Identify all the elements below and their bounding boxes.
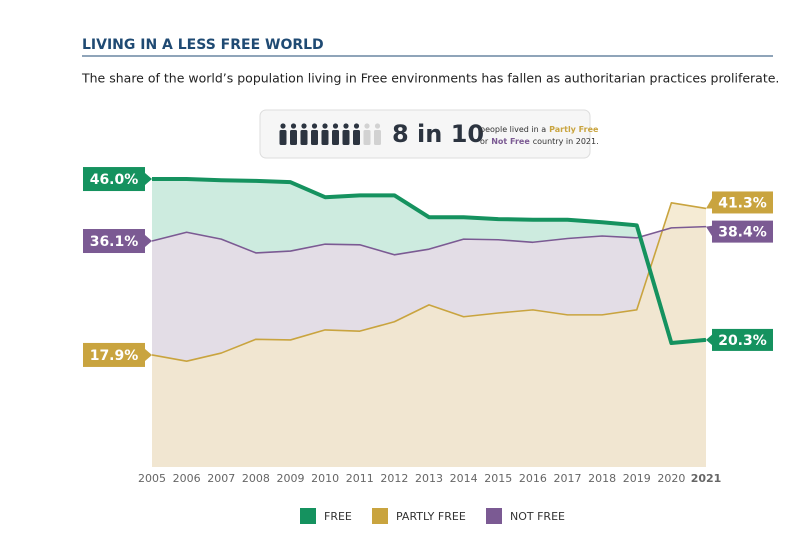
person-body [363,130,371,145]
data-label: 41.3% [718,195,767,211]
person-body [342,130,350,145]
callout-text: country in 2021. [533,137,599,146]
person-body [321,130,329,145]
person-body [300,130,308,145]
x-tick-label: 2018 [588,472,616,485]
person-body [279,130,287,145]
series-line [151,225,707,256]
person-head [343,123,349,129]
callout-headline: 8 in 10 [392,120,484,148]
badge [712,328,773,351]
callout-highlight: Not Free [491,137,530,146]
person-body [374,130,381,145]
person-head [353,123,360,129]
x-tick-label: 2011 [346,472,374,485]
person-head [311,123,318,129]
legend-swatch [372,508,388,524]
callout-text: or [480,137,489,146]
badge [83,167,145,192]
badge-pointer [706,333,713,346]
person-body [332,130,339,145]
subtitle: The share of the world’s population livi… [81,71,779,86]
badge-pointer [145,235,152,248]
x-tick-label: 2014 [450,472,478,485]
x-tick-label: 2010 [311,472,339,485]
legend-label: PARTLY FREE [396,510,466,523]
series-line [152,177,707,346]
badge-pointer [706,196,713,209]
area-fill [152,202,706,467]
callout-text: people lived in a [480,125,546,134]
x-tick-label: 2019 [623,472,651,485]
callout-line1: people lived in a Partly Free [480,125,599,134]
x-tick-label: 2015 [484,472,512,485]
person-head [374,123,381,129]
series-line [151,202,707,363]
person-head [322,123,328,129]
person-head [301,123,307,129]
callout-line2: or Not Free country in 2021. [480,137,599,146]
person-body [290,130,297,145]
callout-box [259,109,591,159]
x-tick-label: 2020 [657,472,685,485]
badge-pointer [706,225,713,238]
data-label: 20.3% [718,333,767,349]
person-body [353,130,360,145]
person-head [290,123,297,129]
x-tick-label: 2006 [173,472,201,485]
data-label: 17.9% [90,348,139,364]
x-tick-label: 2021 [691,472,722,485]
person-head [332,123,339,129]
x-tick-label: 2007 [207,472,235,485]
person-head [364,123,370,129]
x-tick-label: 2005 [138,472,166,485]
x-tick-label: 2008 [242,472,270,485]
title: LIVING IN A LESS FREE WORLD [82,37,324,53]
badge [83,229,145,254]
badge-pointer [145,348,152,361]
person-body [311,130,318,145]
people-icons [279,123,381,145]
x-tick-label: 2009 [277,472,305,485]
legend-swatch [486,508,502,524]
callout-highlight: Partly Free [549,125,599,134]
badge [712,220,773,243]
x-tick-label: 2017 [554,472,582,485]
person-head [280,123,286,129]
legend-label: NOT FREE [510,510,565,523]
data-label: 38.4% [718,225,767,241]
x-tick-label: 2012 [380,472,408,485]
data-label: 46.0% [90,172,139,188]
data-label: 36.1% [90,234,139,250]
x-tick-label: 2016 [519,472,547,485]
badge [83,342,145,367]
x-tick-label: 2013 [415,472,443,485]
legend-label: FREE [324,510,352,523]
badge-pointer [145,173,152,186]
legend-swatch [300,508,316,524]
badge [712,191,773,214]
